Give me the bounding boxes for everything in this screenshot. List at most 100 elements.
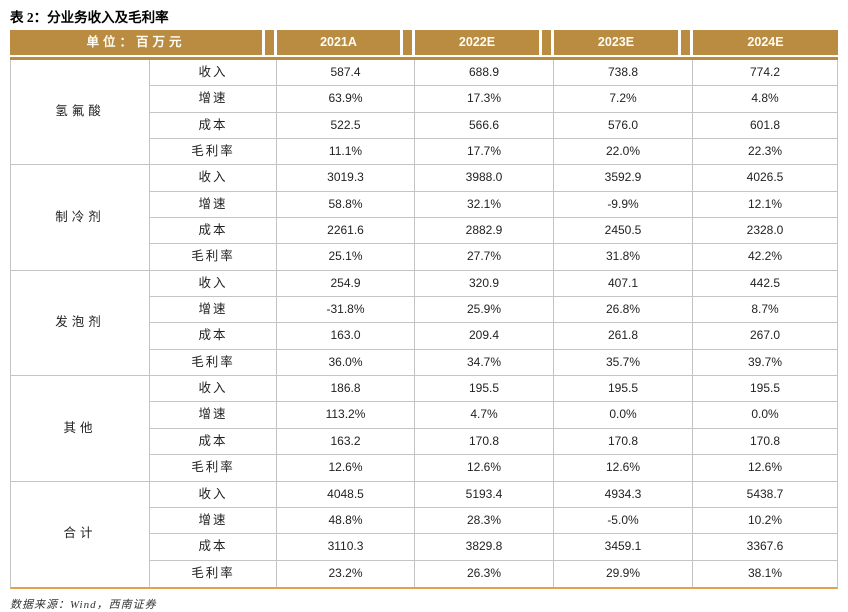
metric-label: 收入 — [150, 481, 277, 508]
value-cell: 2328.0 — [693, 218, 837, 245]
value-cell: 63.9% — [277, 86, 415, 113]
value-cell: 17.7% — [415, 139, 554, 166]
value-cell: 36.0% — [277, 349, 415, 377]
value-cell: -5.0% — [554, 507, 693, 535]
value-cell: 26.8% — [554, 297, 693, 324]
metric-label: 成本 — [150, 218, 277, 245]
value-cell: 5193.4 — [415, 481, 554, 508]
value-cell: 10.2% — [693, 508, 837, 535]
header-separator — [400, 30, 415, 55]
value-cell: 163.2 — [277, 428, 415, 456]
group-label: 其他 — [11, 376, 150, 482]
value-cell: 4026.5 — [693, 165, 837, 192]
value-cell: 29.9% — [554, 560, 693, 587]
value-cell: 2450.5 — [554, 218, 693, 245]
value-cell: 261.8 — [554, 323, 693, 350]
value-cell: 3459.1 — [554, 534, 693, 561]
value-cell: 0.0% — [693, 402, 837, 429]
value-cell: 267.0 — [693, 323, 837, 350]
value-cell: 25.9% — [415, 297, 554, 324]
value-cell: 32.1% — [415, 191, 554, 219]
value-cell: 35.7% — [554, 349, 693, 377]
value-cell: 28.3% — [415, 507, 554, 535]
value-cell: 688.9 — [415, 60, 554, 87]
value-cell: 12.6% — [277, 455, 415, 482]
group-label: 发泡剂 — [11, 270, 150, 377]
value-cell: 12.6% — [693, 455, 837, 482]
value-cell: 163.0 — [277, 323, 415, 350]
value-cell: 113.2% — [277, 402, 415, 429]
value-cell: 17.3% — [415, 86, 554, 113]
metric-label: 增速 — [150, 297, 277, 324]
value-cell: 25.1% — [277, 244, 415, 271]
header-year-2024E: 2024E — [693, 30, 838, 55]
metric-label: 增速 — [150, 191, 277, 219]
value-cell: 23.2% — [277, 560, 415, 587]
value-cell: 442.5 — [693, 271, 837, 298]
metric-label: 毛利率 — [150, 349, 277, 377]
metric-label: 增速 — [150, 402, 277, 429]
value-cell: 195.5 — [415, 376, 554, 403]
value-cell: 195.5 — [693, 376, 837, 403]
value-cell: 407.1 — [554, 270, 693, 298]
value-cell: 566.6 — [415, 112, 554, 140]
header-underline — [10, 57, 838, 60]
value-cell: 12.6% — [415, 455, 554, 482]
value-cell: 3110.3 — [277, 534, 415, 561]
metric-label: 收入 — [150, 165, 277, 192]
value-cell: 42.2% — [693, 244, 837, 271]
value-cell: 601.8 — [693, 113, 837, 140]
metric-label: 成本 — [150, 428, 277, 456]
value-cell: 2261.6 — [277, 218, 415, 245]
metric-label: 毛利率 — [150, 139, 277, 166]
value-cell: 4.8% — [693, 86, 837, 113]
value-cell: 12.6% — [554, 455, 693, 482]
header-separator — [262, 30, 277, 55]
value-cell: 7.2% — [554, 86, 693, 113]
header-year-2022E: 2022E — [415, 30, 539, 55]
value-cell: 5438.7 — [693, 482, 837, 508]
value-cell: 31.8% — [554, 244, 693, 271]
metric-label: 成本 — [150, 534, 277, 561]
value-cell: 3367.6 — [693, 534, 837, 561]
value-cell: 3988.0 — [415, 165, 554, 192]
value-cell: 4934.3 — [554, 481, 693, 508]
metric-label: 收入 — [150, 270, 277, 298]
value-cell: -31.8% — [277, 297, 415, 324]
value-cell: 320.9 — [415, 270, 554, 298]
table-header-row: 单位：百万元 2021A 2022E 2023E 2024E — [10, 30, 838, 55]
metric-label: 成本 — [150, 323, 277, 350]
value-cell: 170.8 — [693, 429, 837, 456]
value-cell: 170.8 — [415, 428, 554, 456]
value-cell: 4048.5 — [277, 481, 415, 508]
value-cell: 11.1% — [277, 139, 415, 166]
value-cell: 48.8% — [277, 507, 415, 535]
value-cell: 39.7% — [693, 350, 837, 377]
value-cell: 3592.9 — [554, 165, 693, 192]
value-cell: 209.4 — [415, 323, 554, 350]
metric-label: 收入 — [150, 60, 277, 87]
metric-label: 增速 — [150, 86, 277, 113]
header-year-2023E: 2023E — [554, 30, 678, 55]
metric-label: 收入 — [150, 376, 277, 403]
value-cell: 38.1% — [747, 565, 783, 580]
value-cell: 774.2 — [693, 60, 837, 87]
header-separator — [539, 30, 554, 55]
value-cell: 4.7% — [415, 402, 554, 429]
value-cell: -9.9% — [554, 191, 693, 219]
value-cell: 254.9 — [277, 270, 415, 298]
group-label: 合计 — [11, 481, 150, 587]
group-label: 氢氟酸 — [11, 60, 150, 166]
metric-label: 毛利率 — [150, 560, 277, 587]
header-separator — [678, 30, 693, 55]
data-source-note: 数据来源：Wind，西南证券 — [10, 598, 157, 611]
metric-label: 成本 — [150, 112, 277, 140]
value-cell: 58.8% — [277, 191, 415, 219]
value-cell: 186.8 — [277, 376, 415, 403]
value-cell: 22.0% — [554, 139, 693, 166]
value-cell: 22.3% — [693, 139, 837, 166]
header-year-2021A: 2021A — [277, 30, 400, 55]
table-body: 氢氟酸 收入 587.4 688.9 738.8 774.2 增速 63.9% … — [10, 60, 838, 589]
metric-label: 增速 — [150, 507, 277, 535]
